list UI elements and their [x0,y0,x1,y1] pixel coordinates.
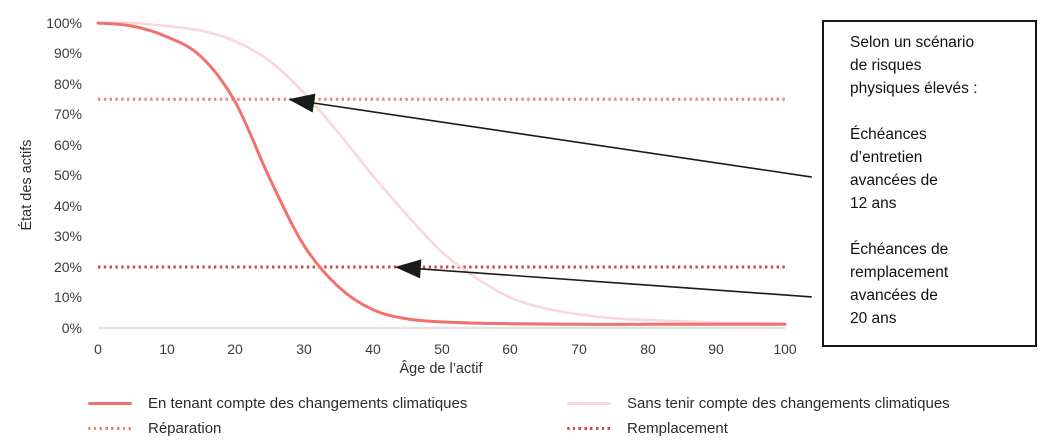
x-tick: 30 [296,341,312,357]
note-paragraph-maintenance: Échéances d’entretien avancées de 12 ans [850,126,938,212]
y-tick: 70% [53,106,82,122]
curve-with-climate [96,21,787,326]
x-tick: 80 [640,341,656,357]
legend-label: Sans tenir compte des changements climat… [627,395,950,412]
y-tick: 60% [53,137,82,153]
annotation-note-box: Selon un scénario de risques physiques é… [822,20,1037,347]
x-tick: 40 [365,341,381,357]
annotation-arrow-line-0 [305,101,812,178]
x-tick: 50 [434,341,450,357]
legend-label: Réparation [148,420,222,437]
note-paragraph-replacement: Échéances de remplacement avancées de 20… [850,241,949,327]
annotation-arrow-line-1 [412,267,812,298]
y-tick: 30% [53,228,82,244]
x-tick: 20 [227,341,243,357]
legend-marker-dotted-red-line [567,427,611,430]
x-tick: 90 [708,341,724,357]
curve-without-climate [96,21,787,325]
note-paragraph-scenario: Selon un scénario de risques physiques é… [850,34,978,97]
y-tick: 90% [53,45,82,61]
x-tick: 60 [502,341,518,357]
x-tick: 10 [159,341,175,357]
legend-marker-solid-red-line [88,402,132,405]
annotation-arrowhead-0 [288,93,316,113]
x-tick: 0 [94,341,102,357]
legend-label: Remplacement [627,420,728,437]
y-tick: 50% [53,167,82,183]
x-tick: 100 [773,341,797,357]
legend-marker-dotted-orange-line [88,427,132,430]
annotation-arrowhead-1 [394,259,422,279]
x-tick: 70 [571,341,587,357]
y-tick: 20% [53,259,82,275]
y-tick: 80% [53,76,82,92]
y-tick: 100% [46,15,82,31]
y-tick: 10% [53,289,82,305]
y-tick: 40% [53,198,82,214]
legend-marker-solid-pink-line [567,402,611,405]
y-tick: 0% [61,320,82,336]
legend-label: En tenant compte des changements climati… [148,395,468,412]
x-axis-title: Âge de l’actif [399,361,483,377]
